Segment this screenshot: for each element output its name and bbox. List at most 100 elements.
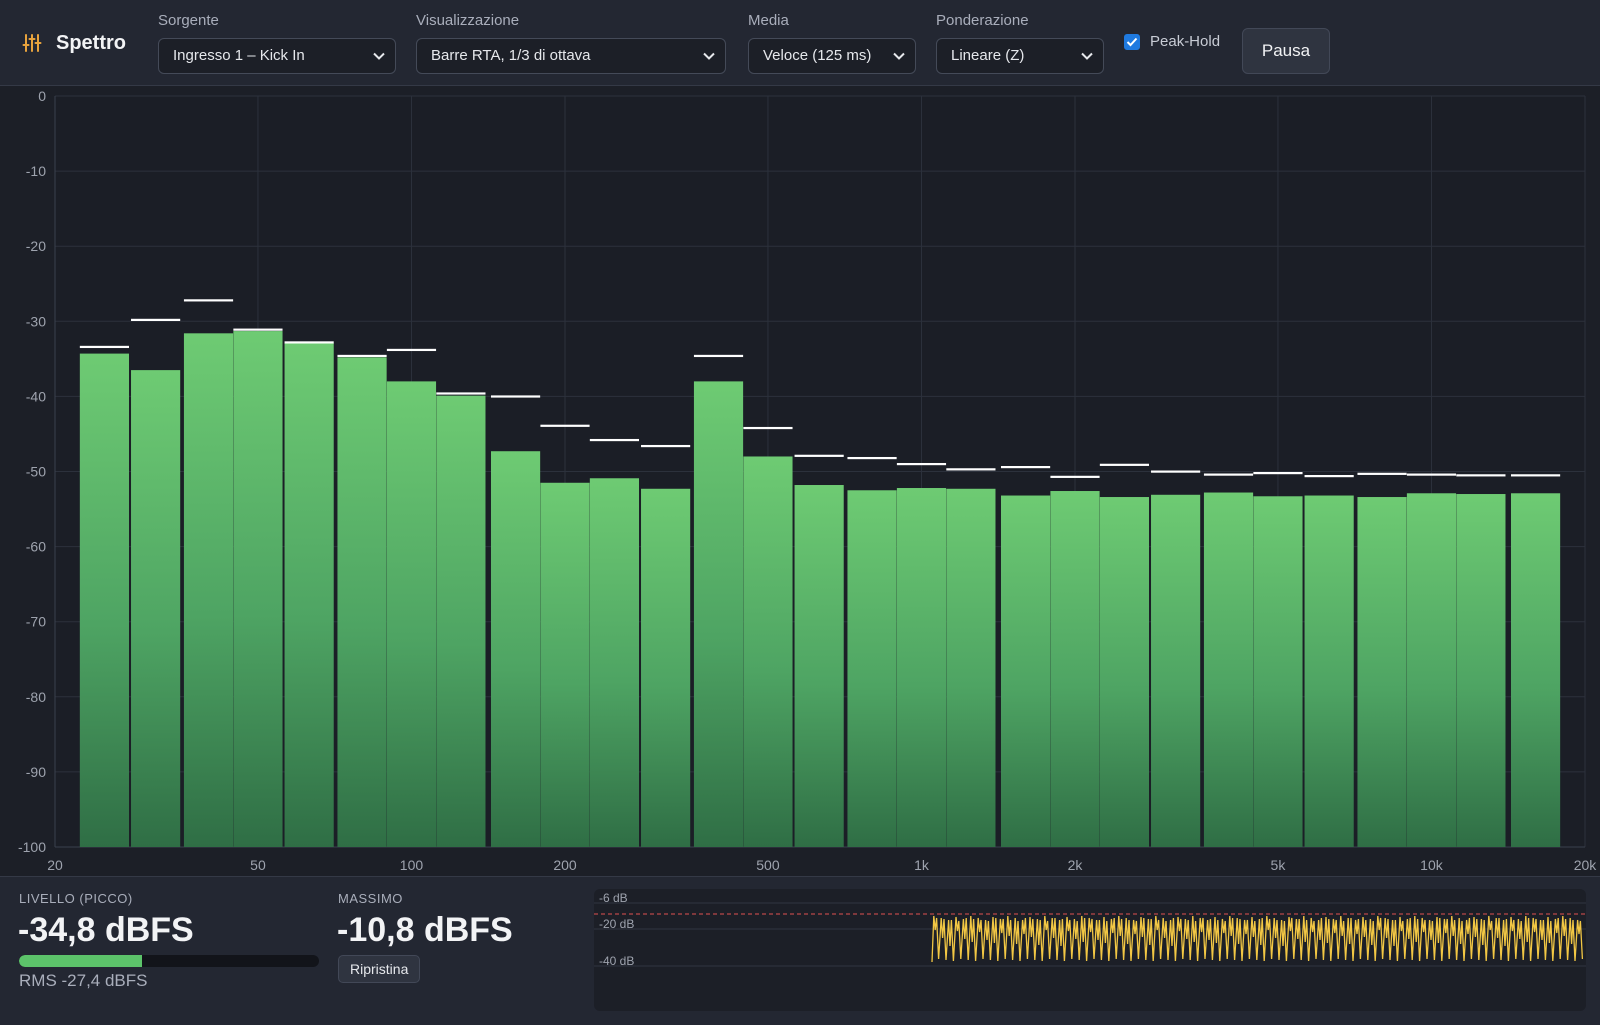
level-meter	[19, 955, 319, 967]
spectrum-bar	[1406, 493, 1457, 847]
peak-hold-marker	[1151, 470, 1201, 473]
peak-hold-label[interactable]: Peak-Hold	[1150, 33, 1221, 50]
equalizer-sliders-icon	[22, 34, 42, 52]
y-tick-label: -100	[18, 839, 46, 855]
chevron-down-icon	[891, 39, 907, 73]
y-tick-label: -40	[26, 388, 46, 404]
weighting-select-value: Lineare (Z)	[951, 47, 1025, 64]
y-tick-label: -60	[26, 539, 46, 555]
peak-hold-marker	[1000, 465, 1051, 469]
spectrum-bar	[693, 381, 744, 847]
weighting-select[interactable]: Lineare (Z)	[936, 38, 1104, 74]
spectrum-bar	[641, 488, 691, 847]
peak-hold-marker	[131, 318, 181, 321]
peak-hold-marker	[284, 341, 334, 344]
spectrum-bar	[1050, 491, 1100, 847]
peak-hold-marker	[794, 454, 844, 457]
x-tick-label: 10k	[1420, 857, 1444, 873]
history-scale-label: -40 dB	[599, 954, 634, 968]
peak-hold-marker	[946, 468, 996, 471]
source-select[interactable]: Ingresso 1 – Kick In	[158, 38, 396, 74]
peak-hold-marker	[183, 299, 234, 302]
level-value: -34,8 dBFS	[18, 911, 194, 949]
source-select-value: Ingresso 1 – Kick In	[173, 47, 305, 64]
x-tick-label: 50	[250, 857, 266, 873]
spectrum-bar	[337, 357, 387, 847]
app-title: Spettro	[56, 31, 126, 54]
spectrum-chart: 0 -10 -20 -30 -40 -50 -60 -70 -80 -90 -100 20 50 100 2…	[0, 86, 1600, 876]
spectrum-bar	[847, 490, 897, 847]
history-scale-label: -6 dB	[599, 891, 628, 905]
weighting-label: Ponderazione	[936, 12, 1029, 29]
peak-hold-marker	[641, 444, 691, 448]
spectrum-bar	[1151, 494, 1201, 847]
y-tick-label: -30	[26, 313, 46, 329]
spectrum-bar	[1357, 497, 1407, 847]
x-tick-label: 500	[756, 857, 780, 873]
rms-value: RMS -27,4 dBFS	[19, 971, 148, 990]
x-tick-label: 5k	[1271, 857, 1287, 873]
peak-hold-marker	[743, 426, 793, 430]
spectrum-bar	[1510, 493, 1561, 847]
peak-hold-marker	[1050, 475, 1100, 478]
spectrum-bar	[896, 488, 947, 847]
max-label: MASSIMO	[338, 891, 403, 906]
spectrum-bar	[743, 456, 793, 847]
peak-hold-marker	[1406, 473, 1457, 476]
x-tick-label: 200	[553, 857, 577, 873]
reset-button[interactable]: Ripristina	[338, 955, 421, 983]
peak-hold-marker	[490, 395, 541, 398]
level-history: -6 dB -20 dB -40 dB	[594, 889, 1586, 1011]
checkmark-icon	[1126, 37, 1138, 47]
spectrum-bar	[1253, 496, 1303, 847]
level-meter-fill	[19, 955, 142, 967]
peak-hold-marker	[1253, 472, 1303, 475]
pause-button[interactable]: Pausa	[1242, 28, 1330, 74]
peak-hold-marker	[1456, 474, 1506, 477]
y-tick-label: -50	[26, 464, 46, 480]
spectrum-bar	[233, 331, 283, 847]
peak-hold-marker	[1099, 463, 1150, 466]
spectrum-bar	[436, 395, 486, 847]
x-tick-label: 100	[400, 857, 424, 873]
view-label: Visualizzazione	[416, 12, 520, 29]
spectrum-bar	[79, 353, 130, 847]
spectrum-bar	[284, 343, 334, 847]
average-select-value: Veloce (125 ms)	[763, 47, 872, 64]
view-select-value: Barre RTA, 1/3 di ottava	[431, 47, 591, 64]
y-tick-label: -70	[26, 614, 46, 630]
y-tick-label: 0	[38, 88, 46, 104]
history-scale-label: -20 dB	[599, 917, 634, 931]
level-history-svg: -6 dB -20 dB -40 dB	[594, 891, 1586, 968]
chevron-down-icon	[1079, 39, 1095, 73]
peak-hold-marker	[896, 462, 947, 466]
x-tick-label: 1k	[914, 857, 930, 873]
level-trace	[931, 915, 1584, 963]
spectrum-bar	[794, 485, 844, 847]
peak-hold-marker	[693, 354, 744, 358]
spectrum-bar	[131, 370, 181, 847]
max-value: -10,8 dBFS	[337, 911, 513, 949]
peak-hold-marker	[589, 438, 640, 442]
meter-panel: LIVELLO (PICCO) -34,8 dBFS RMS -27,4 dBF…	[0, 876, 1600, 1025]
spectrum-bar	[386, 381, 437, 847]
y-tick-label: -90	[26, 764, 46, 780]
peak-hold-marker	[1510, 474, 1561, 477]
peak-hold-checkbox[interactable]	[1124, 34, 1140, 50]
spectrum-bar	[1000, 495, 1051, 847]
y-tick-label: -20	[26, 238, 46, 254]
peak-hold-marker	[1357, 472, 1407, 475]
average-label: Media	[748, 12, 789, 29]
source-label: Sorgente	[158, 12, 219, 29]
peak-hold-marker	[337, 354, 387, 358]
spectrum-bar	[1304, 495, 1354, 847]
peak-hold-marker	[847, 456, 897, 460]
app-brand: Spettro	[22, 30, 126, 56]
x-tick-label: 20	[47, 857, 63, 873]
view-select[interactable]: Barre RTA, 1/3 di ottava	[416, 38, 726, 74]
peak-hold-marker	[436, 392, 486, 395]
spectrum-bar	[1456, 494, 1506, 847]
average-select[interactable]: Veloce (125 ms)	[748, 38, 916, 74]
peak-hold-marker	[233, 328, 283, 331]
